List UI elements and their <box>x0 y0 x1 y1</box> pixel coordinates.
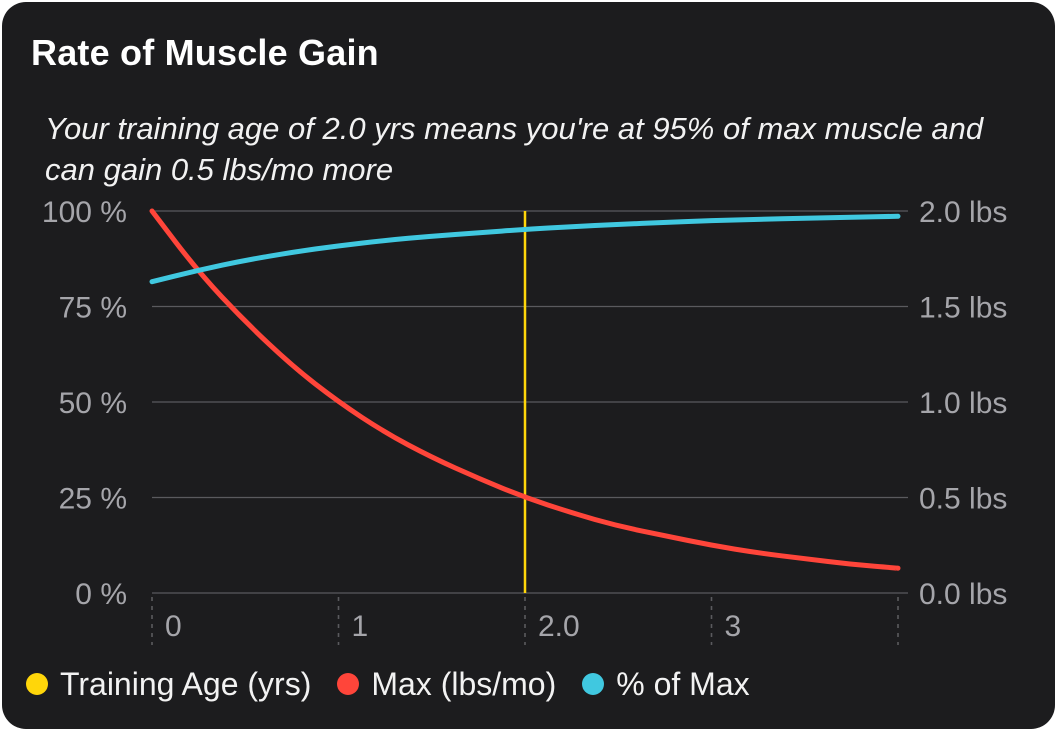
legend-label-max-lbs: Max (lbs/mo) <box>371 665 557 702</box>
x-tick-label: 1 <box>352 610 369 643</box>
legend-item-pct-of-max: % of Max <box>582 665 750 703</box>
left-tick-label: 100 % <box>42 196 127 229</box>
left-tick-label: 50 % <box>59 387 127 420</box>
right-tick-label: 2.0 lbs <box>919 196 1007 229</box>
legend-item-max-lbs: Max (lbs/mo) <box>337 666 556 703</box>
legend-swatch-training-age <box>26 673 48 695</box>
chart-legend: Training Age (yrs) Max (lbs/mo) % of Max <box>26 662 750 706</box>
left-axis-tick-labels: 100 % 75 % 50 % 25 % 0 % <box>42 196 127 611</box>
left-tick-label: 25 % <box>59 483 127 516</box>
x-tick-label: 2.0 <box>538 610 580 643</box>
x-axis-tick-labels: 0 1 2.0 3 <box>165 610 741 643</box>
x-tick-label: 3 <box>725 610 742 643</box>
series-line-max-lbs <box>149 208 901 571</box>
right-axis-tick-labels: 2.0 lbs 1.5 lbs 1.0 lbs 0.5 lbs 0.0 lbs <box>919 196 1007 611</box>
right-tick-label: 0.0 lbs <box>919 578 1007 611</box>
legend-item-training-age: Training Age (yrs) <box>26 666 311 703</box>
legend-swatch-pct-of-max <box>582 673 605 695</box>
series-line-pct-of-max <box>149 213 901 285</box>
card-subtitle: Your training age of 2.0 yrs means you'r… <box>45 111 984 187</box>
grid-lines <box>152 210 908 594</box>
legend-label-pct-of-max: % of Max <box>616 665 750 702</box>
right-tick-label: 1.5 lbs <box>919 292 1007 325</box>
series-lines <box>149 208 901 571</box>
left-tick-label: 0 % <box>75 578 127 611</box>
left-tick-label: 75 % <box>59 292 127 325</box>
right-tick-label: 1.0 lbs <box>919 387 1007 420</box>
card-title: Rate of Muscle Gain <box>31 32 379 73</box>
x-grid-lines <box>151 597 899 645</box>
legend-label-training-age: Training Age (yrs) <box>60 665 312 702</box>
legend-swatch-max-lbs <box>337 673 360 695</box>
x-tick-label: 0 <box>165 610 182 643</box>
right-tick-label: 0.5 lbs <box>919 483 1007 516</box>
